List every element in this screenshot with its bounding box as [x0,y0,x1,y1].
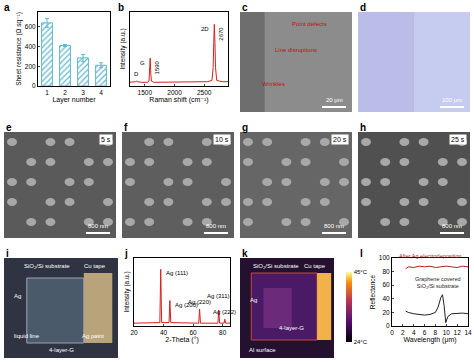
svg-text:24°C: 24°C [354,339,368,345]
svg-text:25 s: 25 s [451,136,465,143]
svg-text:40: 40 [160,329,168,336]
svg-text:liquid line: liquid line [14,333,40,339]
svg-text:4: 4 [99,89,103,96]
svg-text:600: 600 [25,23,36,30]
svg-text:60: 60 [382,281,390,288]
svg-text:1590: 1590 [154,60,160,74]
svg-text:100 μm: 100 μm [442,97,462,103]
svg-text:Ag (200): Ag (200) [175,302,198,308]
svg-text:D: D [134,71,139,77]
svg-text:h: h [360,122,366,133]
svg-text:Ag paint: Ag paint [82,333,104,339]
svg-text:20: 20 [382,309,390,316]
svg-text:3: 3 [81,89,85,96]
svg-text:SiO₂/Si substrate: SiO₂/Si substrate [24,263,70,269]
svg-text:2000: 2000 [167,89,182,96]
svg-text:c: c [242,2,248,13]
svg-text:j: j [124,248,128,259]
svg-text:800 nm: 800 nm [206,223,226,229]
svg-text:800 nm: 800 nm [324,223,344,229]
svg-text:g: g [242,122,248,133]
svg-text:400: 400 [25,43,36,50]
svg-text:20 s: 20 s [333,136,347,143]
svg-text:Sheet resistance (Ω sq⁻¹): Sheet resistance (Ω sq⁻¹) [15,12,23,86]
svg-text:12: 12 [454,329,462,336]
svg-text:e: e [6,122,12,133]
svg-text:Ag: Ag [14,293,21,299]
svg-text:0: 0 [386,322,390,329]
svg-text:80: 80 [382,268,390,275]
svg-text:4: 4 [412,329,416,336]
svg-text:Graphene coveredSiO₂/Si substr: Graphene coveredSiO₂/Si substrate [415,276,461,289]
svg-text:2: 2 [401,329,405,336]
svg-text:80: 80 [219,329,227,336]
svg-text:0: 0 [32,82,36,89]
svg-text:Line disruptions: Line disruptions [275,47,317,53]
svg-text:Cu tape: Cu tape [304,263,326,269]
svg-text:SiO₂/Si substrate: SiO₂/Si substrate [253,263,299,269]
svg-text:2670: 2670 [218,27,224,41]
svg-text:Cu tape: Cu tape [84,263,106,269]
svg-text:Intensity (a.u.): Intensity (a.u.) [123,271,131,312]
svg-text:Ag: Ag [250,297,257,303]
svg-text:100: 100 [379,254,390,261]
svg-text:Layer number: Layer number [52,96,96,104]
svg-text:k: k [242,248,248,259]
svg-text:6: 6 [423,329,427,336]
svg-text:4-layer-G: 4-layer-G [279,325,304,331]
svg-text:200: 200 [25,63,36,70]
svg-text:1: 1 [45,89,49,96]
svg-text:4-layer-G: 4-layer-G [49,347,74,353]
svg-text:d: d [360,2,366,13]
svg-text:b: b [118,2,124,13]
svg-text:800 nm: 800 nm [442,223,462,229]
svg-text:14: 14 [464,329,472,336]
svg-text:10: 10 [443,329,451,336]
svg-text:Intensity (a.u.): Intensity (a.u.) [119,28,127,69]
svg-text:2-Theta (°): 2-Theta (°) [165,336,199,344]
svg-text:2D: 2D [201,26,209,32]
svg-text:Raman shift (cm⁻¹): Raman shift (cm⁻¹) [149,96,208,104]
svg-text:Ag (220): Ag (220) [188,299,211,305]
svg-text:0: 0 [390,329,394,336]
svg-text:l: l [360,248,363,259]
svg-text:2: 2 [63,89,67,96]
svg-text:a: a [4,2,10,13]
svg-text:2500: 2500 [197,89,212,96]
svg-text:Ag (311): Ag (311) [207,293,230,299]
svg-text:Al surface: Al surface [249,347,276,353]
svg-text:Reflectance: Reflectance [369,274,376,309]
svg-text:G: G [140,60,145,66]
svg-text:Ag (111): Ag (111) [166,270,188,276]
svg-text:Point defects: Point defects [292,21,327,27]
svg-text:Ag (222): Ag (222) [213,309,236,315]
svg-text:f: f [124,122,128,133]
svg-text:20 μm: 20 μm [326,97,343,103]
svg-text:5 s: 5 s [101,136,111,143]
svg-text:40: 40 [382,295,390,302]
svg-text:i: i [6,248,9,259]
svg-text:Wavelength (μm): Wavelength (μm) [403,336,456,344]
svg-text:8: 8 [434,329,438,336]
svg-text:10 s: 10 s [215,136,229,143]
svg-text:60: 60 [189,329,197,336]
svg-text:Wrinkles: Wrinkles [262,81,285,87]
svg-text:20: 20 [130,329,138,336]
svg-text:800 nm: 800 nm [88,223,108,229]
svg-text:1500: 1500 [138,89,153,96]
svg-text:After Ag electrodeposition: After Ag electrodeposition [399,253,462,259]
svg-text:45°C: 45°C [354,269,368,275]
